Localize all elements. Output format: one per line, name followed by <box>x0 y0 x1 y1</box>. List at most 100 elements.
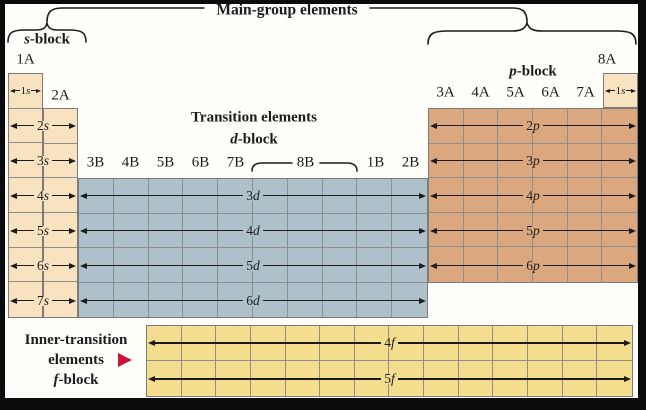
arrowhead-left-icon <box>80 192 87 199</box>
arrow-line <box>437 194 524 197</box>
p-block-grid-cell <box>602 144 637 179</box>
row-arrow-6p-label: 6p <box>523 258 543 272</box>
arrowhead-left-icon <box>80 297 87 304</box>
row-arrow-3d: 3d <box>80 188 426 202</box>
arrow-line <box>262 194 419 197</box>
red-pointer-icon <box>118 353 132 367</box>
arrowhead-right-icon <box>69 192 77 199</box>
arrow-line <box>15 89 20 92</box>
d-block-grid-cell <box>392 179 427 214</box>
d-block-grid-cell <box>183 179 219 214</box>
arrowhead-left-icon <box>430 227 437 234</box>
arrowhead-left-icon <box>10 297 17 304</box>
d-block-grid-cell <box>252 179 288 214</box>
col-header-2b: 2B <box>401 154 420 171</box>
row-arrow-5s: 5s <box>10 223 77 237</box>
arrowhead-right-icon <box>629 157 636 164</box>
row-arrow-4p: 4p <box>430 188 636 202</box>
d-block-title: d-block <box>230 131 278 148</box>
arrow-line <box>17 299 34 302</box>
arrow-line <box>262 264 419 267</box>
row-arrow-4d: 4d <box>80 223 426 237</box>
arrow-line <box>52 194 70 197</box>
row-arrow-1s-label: 1s <box>19 84 32 97</box>
d-block-grid-cell <box>392 214 427 248</box>
row-arrow-6d-label: 6d <box>243 293 263 307</box>
arrowhead-left-icon <box>10 88 15 93</box>
col-header-4a: 4A <box>471 84 490 101</box>
p-block-grid-cell <box>533 109 568 144</box>
row-arrow-3s-label: 3s <box>34 153 53 167</box>
arrow-line <box>52 299 70 302</box>
arrow-line <box>397 378 625 380</box>
s-block-col-1a-cell <box>9 248 42 283</box>
row-arrow-7s-label: 7s <box>34 293 53 307</box>
arrow-line <box>17 229 34 232</box>
col-header-3b: 3B <box>86 154 105 171</box>
main-group-line-right-segment <box>369 7 528 23</box>
col-header-3a: 3A <box>436 84 455 101</box>
arrowhead-right-icon <box>631 88 636 93</box>
arrow-line <box>542 124 629 127</box>
8b-bracket-right <box>319 162 358 172</box>
8b-bracket-left <box>251 162 293 172</box>
p-block-grid-cell <box>463 109 499 144</box>
arrowhead-right-icon <box>624 340 632 346</box>
f-block-grid-cell <box>597 326 632 361</box>
arrow-line <box>437 159 524 162</box>
row-arrow-6d: 6d <box>80 293 426 307</box>
row-arrow-he-1s-label: 1s <box>614 84 627 97</box>
row-arrow-4p-label: 4p <box>523 188 543 202</box>
row-arrow-5d: 5d <box>80 258 426 272</box>
arrowhead-left-icon <box>10 157 17 164</box>
row-arrow-2p-label: 2p <box>523 118 543 132</box>
arrowhead-right-icon <box>419 192 426 199</box>
inner-transition-line1: Inner-transition <box>24 332 128 348</box>
f-block-title: f-block <box>53 372 99 388</box>
arrowhead-left-icon <box>430 262 437 269</box>
main-group-line-left-segment <box>46 7 205 23</box>
inner-transition-line2: elements <box>48 352 104 368</box>
arrowhead-right-icon <box>36 88 41 93</box>
arrow-line <box>262 299 419 302</box>
row-arrow-3s: 3s <box>10 153 77 167</box>
col-header-6b: 6B <box>191 154 210 171</box>
arrow-line <box>155 378 382 380</box>
arrow-line <box>52 159 70 162</box>
arrowhead-right-icon <box>69 227 77 234</box>
arrowhead-right-icon <box>419 262 426 269</box>
row-arrow-5s-label: 5s <box>34 223 53 237</box>
p-block-grid-cell <box>429 109 464 144</box>
arrowhead-right-icon <box>629 262 636 269</box>
arrow-line <box>542 229 629 232</box>
d-block-grid-cell <box>322 179 358 214</box>
arrow-line <box>87 194 244 197</box>
arrowhead-right-icon <box>419 227 426 234</box>
main-group-title: Main-group elements <box>216 1 358 19</box>
arrow-line <box>155 342 382 344</box>
col-header-4b: 4B <box>121 154 140 171</box>
p-block-grid-cell <box>464 247 499 282</box>
arrowhead-left-icon <box>10 227 17 234</box>
s-block-col-2a-cell <box>44 178 77 213</box>
arrow-line <box>542 159 629 162</box>
col-header-5a: 5A <box>506 84 525 101</box>
arrow-line <box>87 229 244 232</box>
arrowhead-left-icon <box>10 262 17 269</box>
p-block-grid-cell <box>533 247 568 282</box>
transition-elements-title: Transition elements <box>191 109 317 126</box>
col-header-5b: 5B <box>156 154 175 171</box>
col-header-7a: 7A <box>576 84 595 101</box>
p-block-grid-cell <box>567 109 603 144</box>
arrow-line <box>397 342 625 344</box>
row-arrow-5f: 5f <box>148 372 632 385</box>
col-header-1a: 1A <box>16 51 35 68</box>
row-arrow-5p: 5p <box>430 223 636 237</box>
s-block-col-2a-cell <box>44 144 77 179</box>
arrowhead-right-icon <box>624 376 632 382</box>
row-arrow-7s: 7s <box>10 293 77 307</box>
col-header-1b: 1B <box>366 154 385 171</box>
s-block-title: s-block <box>24 31 70 48</box>
